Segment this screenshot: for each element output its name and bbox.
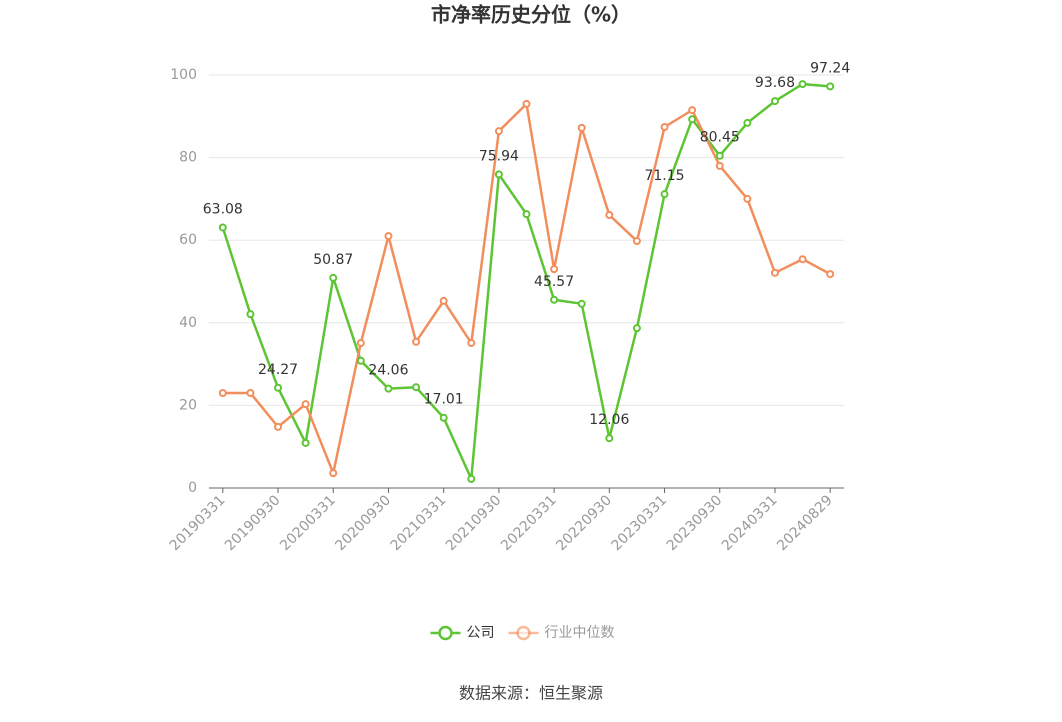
data-point [329,273,338,282]
data-point [356,356,365,365]
x-tick-label: 20190331 [167,492,229,554]
data-point [329,469,338,478]
data-point [274,422,283,431]
data-label: 24.06 [368,363,408,379]
data-point [743,118,752,127]
data-label: 24.27 [258,362,298,378]
x-tick-label: 20230930 [664,492,726,554]
data-point [577,123,586,132]
x-tick-label: 20210930 [443,492,505,554]
data-point [246,389,255,398]
data-point [688,106,697,115]
data-label: 71.15 [644,168,684,184]
legend-label: 公司 [467,625,495,641]
data-point [384,384,393,393]
data-point [660,123,669,132]
y-tick-label: 60 [179,232,197,248]
data-point [632,237,641,246]
legend-marker [438,625,453,641]
data-point [660,190,669,199]
x-tick-label: 20210331 [388,492,450,554]
data-label: 80.45 [700,130,740,146]
y-tick-label: 40 [179,315,197,331]
data-label: 45.57 [534,274,574,290]
data-point [218,389,227,398]
data-label: 12.06 [589,412,629,428]
chart-title: 市净率历史分位（%） [431,3,631,27]
y-tick-label: 100 [170,67,197,83]
data-point [467,339,476,348]
data-point [522,99,531,108]
data-point [522,210,531,219]
x-tick-label: 20230331 [608,492,670,554]
data-point [412,337,421,346]
y-tick-label: 80 [179,150,197,166]
data-point [550,265,559,274]
data-point [301,400,310,409]
data-point [550,295,559,304]
legend-marker [516,625,531,641]
x-tick-label: 20240829 [774,492,836,554]
data-point [467,474,476,483]
data-label: 63.08 [203,201,243,217]
data-label: 75.94 [479,148,519,164]
source-note: 数据来源：恒生聚源 [459,684,603,703]
x-tick-label: 20220930 [553,492,615,554]
data-point [688,115,697,124]
data-label: 50.87 [313,252,353,268]
data-point [715,161,724,170]
data-point [743,194,752,203]
data-label: 17.01 [424,392,464,408]
x-tick-label: 20190930 [222,492,284,554]
data-point [439,413,448,422]
data-point [301,438,310,447]
data-point [494,127,503,136]
data-label: 97.24 [810,60,850,76]
x-tick-label: 20240331 [719,492,781,554]
data-point [439,296,448,305]
data-point [605,434,614,443]
data-point [412,383,421,392]
data-point [632,324,641,333]
legend-label: 行业中位数 [545,625,615,641]
y-tick-label: 0 [188,480,197,496]
data-point [356,339,365,348]
data-point [798,80,807,89]
x-tick-label: 20200930 [332,492,394,554]
data-point [494,170,503,179]
data-label: 93.68 [755,75,795,91]
data-point [274,383,283,392]
series-line [222,101,831,478]
x-tick-label: 20220331 [498,492,560,554]
data-point [384,232,393,241]
data-point [826,82,835,91]
x-tick-label: 20200331 [277,492,339,554]
legend-item[interactable]: 行业中位数 [508,625,615,641]
data-point [770,268,779,277]
data-point [770,97,779,106]
data-point [577,299,586,308]
y-tick-label: 20 [179,397,197,413]
data-point [826,270,835,279]
data-point [605,211,614,220]
data-point [715,151,724,160]
legend-item[interactable]: 公司 [430,625,495,641]
data-point [218,223,227,232]
data-point [246,310,255,319]
data-point [798,255,807,264]
